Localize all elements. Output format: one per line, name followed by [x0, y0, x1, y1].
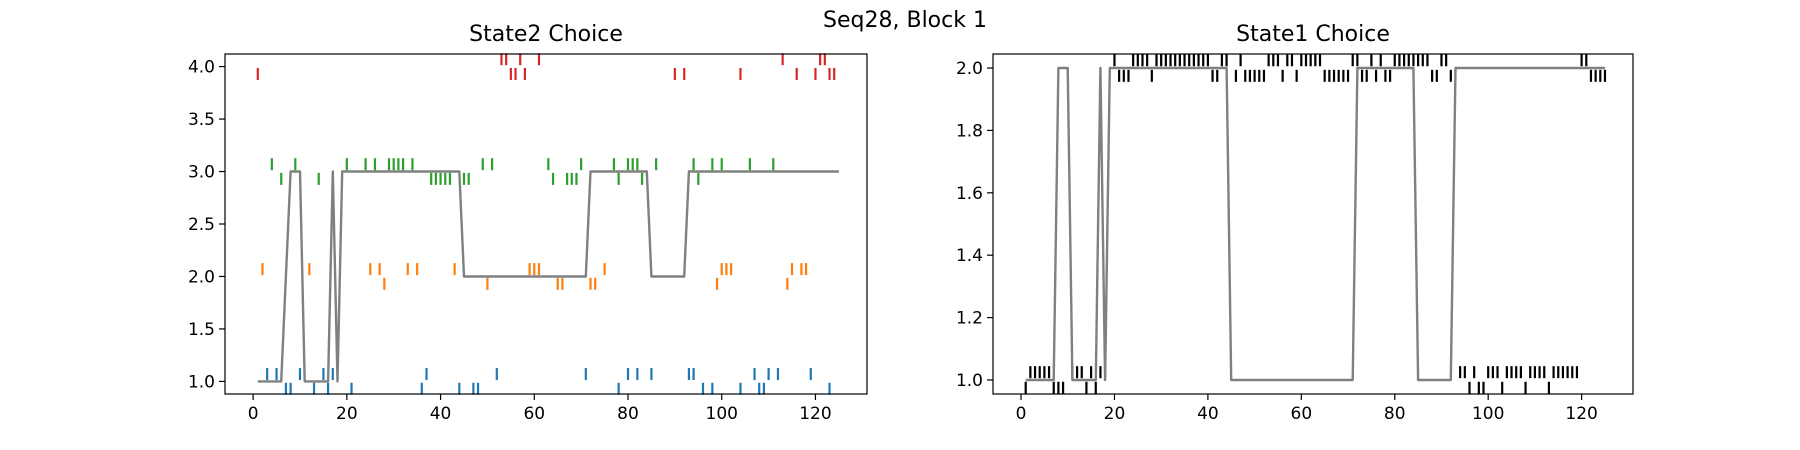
axes-frame	[992, 53, 1634, 395]
x-tick-label: 20	[336, 404, 358, 424]
x-tick-label: 100	[706, 404, 738, 424]
choice-line	[257, 170, 839, 383]
x-tick-label: 0	[248, 404, 259, 424]
plot-title: State2 Choice	[469, 22, 623, 47]
x-tick-label: 80	[1384, 404, 1406, 424]
plot-marks	[256, 53, 839, 395]
x-tick-label: 80	[617, 404, 639, 424]
y-tick-label: 1.0	[956, 371, 983, 391]
x-tick-label: 60	[523, 404, 545, 424]
y-tick-label: 3.0	[188, 163, 215, 183]
x-tick-label: 120	[799, 404, 831, 424]
choice-line	[1025, 66, 1605, 382]
y-tick-label: 3.5	[188, 110, 215, 130]
y-tick-label: 2.0	[956, 59, 983, 79]
plot-state1-choice: State1 Choice 0 20 40 60 80 100 120 1.0 1.2 1.4 1.…	[956, 22, 1634, 424]
y-tick-label: 2.5	[188, 215, 215, 235]
x-tick-label: 120	[1565, 404, 1597, 424]
y-tick-label: 1.8	[956, 121, 983, 141]
x-tick-label: 40	[430, 404, 452, 424]
x-tick-label: 0	[1016, 404, 1027, 424]
y-tick-label: 1.2	[956, 309, 983, 329]
plot-title: State1 Choice	[1236, 22, 1390, 47]
y-tick-label: 1.4	[956, 246, 983, 266]
x-tick-label: 20	[1104, 404, 1126, 424]
y-tick-label: 2.0	[188, 267, 215, 287]
y-tick-label: 1.6	[956, 184, 983, 204]
y-tick-label: 1.0	[188, 372, 215, 392]
x-tick-label: 100	[1472, 404, 1504, 424]
y-tick-label: 1.5	[188, 320, 215, 340]
axes-frame	[224, 53, 868, 395]
axis-ticks: 0 20 40 60 80 100 120 1.0 1.5 2.0 2.5 3.0 3.5 4.0	[188, 58, 832, 424]
x-tick-label: 40	[1197, 404, 1219, 424]
plot-marks	[1024, 54, 1607, 394]
figure-title: Seq28, Block 1	[823, 8, 987, 33]
plot-state2-choice: State2 Choice 0 20 40 60 80 100 120 1.0 1.5 2.0 2.…	[188, 22, 868, 424]
x-tick-label: 60	[1291, 404, 1313, 424]
axis-ticks: 0 20 40 60 80 100 120 1.0 1.2 1.4 1.6 1.8 2.0	[956, 59, 1598, 424]
y-tick-label: 4.0	[188, 58, 215, 78]
